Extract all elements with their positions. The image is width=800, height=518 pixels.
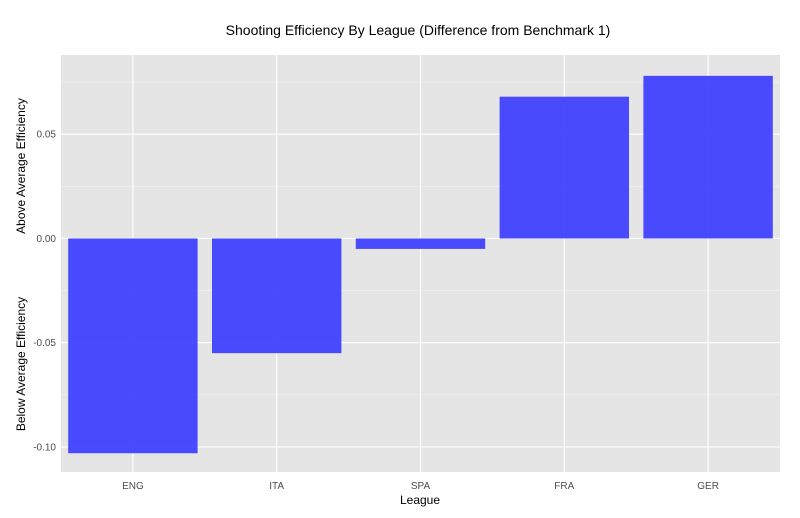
x-tick-label: GER — [697, 481, 719, 492]
x-tick-label: ENG — [122, 481, 144, 492]
bar-spa — [355, 238, 486, 249]
x-tick-labels: ENG ITA SPA FRA GER — [122, 481, 719, 492]
bar-ita — [211, 238, 342, 354]
y-axis-title-below: Below Average Efficiency — [14, 297, 28, 431]
bar-eng — [68, 238, 198, 454]
y-tick-labels: -0.10 -0.05 0.00 0.05 — [33, 130, 56, 454]
y-axis-title-above: Above Average Efficiency — [14, 98, 28, 234]
bar-fra — [499, 96, 630, 239]
y-tick-label: -0.05 — [33, 338, 56, 349]
x-tick-label: ITA — [269, 481, 284, 492]
y-tick-label: 0.05 — [37, 130, 57, 141]
x-tick-label: FRA — [554, 481, 574, 492]
x-tick-label: SPA — [411, 481, 431, 492]
bars — [68, 75, 773, 454]
y-tick-label: 0.00 — [37, 234, 57, 245]
x-axis-title: League — [400, 493, 440, 507]
chart-title: Shooting Efficiency By League (Differenc… — [226, 22, 611, 38]
bar-ger — [643, 75, 773, 239]
y-tick-label: -0.10 — [33, 442, 56, 453]
